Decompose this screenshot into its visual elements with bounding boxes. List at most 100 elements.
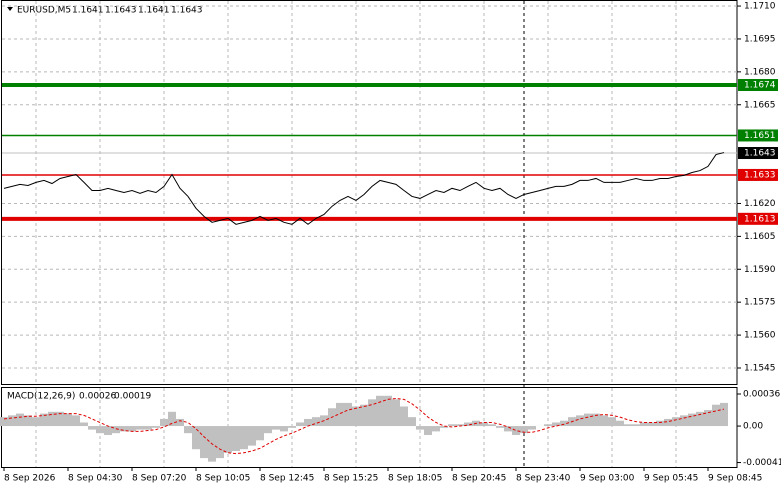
macd-bar xyxy=(184,426,192,434)
macd-bar xyxy=(720,402,728,427)
macd-bar xyxy=(232,426,240,451)
level-label-box xyxy=(738,129,778,142)
y-tick-label: 1.1560 xyxy=(744,331,776,341)
last-price-label: 1.1643 xyxy=(744,149,776,159)
macd-bar xyxy=(304,418,312,427)
macd-bar xyxy=(176,418,184,427)
x-tick-label: 8 Sep 12:45 xyxy=(260,474,314,484)
macd-value: 0.00026 xyxy=(79,392,116,402)
macd-bar xyxy=(96,426,104,434)
macd-panel xyxy=(1,387,738,468)
y-tick-label: -0.00041 xyxy=(743,458,781,468)
y-tick-label: 0.00 xyxy=(743,422,763,432)
level-label: 1.1633 xyxy=(744,170,776,180)
macd-bar xyxy=(424,426,432,435)
macd-bar xyxy=(288,426,296,428)
macd-bar xyxy=(352,406,360,427)
y-tick-label: 1.1680 xyxy=(744,67,776,77)
macd-bar xyxy=(192,426,200,450)
y-tick-label: 1.1695 xyxy=(744,34,776,44)
macd-bar xyxy=(400,406,408,427)
macd-bar xyxy=(488,424,496,427)
macd-bar xyxy=(136,426,144,430)
y-tick-label: 1.1575 xyxy=(744,298,776,308)
macd-bar xyxy=(344,402,352,427)
macd-bar xyxy=(560,420,568,427)
ohlc-value: 1.1641 xyxy=(72,6,104,16)
macd-bar xyxy=(696,411,704,427)
macd-bar xyxy=(608,417,616,427)
macd-bar xyxy=(128,426,136,432)
macd-bar xyxy=(664,418,672,427)
level-label: 1.1674 xyxy=(744,81,776,91)
y-tick-label: 1.1590 xyxy=(744,265,776,275)
macd-bar xyxy=(72,415,80,427)
macd-bar xyxy=(680,415,688,427)
macd-bar xyxy=(248,426,256,446)
macd-bar xyxy=(368,399,376,427)
macd-bar xyxy=(40,413,48,427)
price-line xyxy=(3,152,725,225)
macd-bar xyxy=(416,426,424,430)
price-panel xyxy=(1,0,738,385)
macd-bar xyxy=(240,426,248,450)
x-tick-label: 8 Sep 15:25 xyxy=(324,474,378,484)
macd-bar xyxy=(448,424,456,427)
macd-bar xyxy=(456,424,464,427)
macd-bar xyxy=(56,411,64,427)
macd-bar xyxy=(200,426,208,459)
x-tick-label: 9 Sep 08:45 xyxy=(708,474,762,484)
y-tick-label: 1.1605 xyxy=(744,232,776,242)
x-tick-label: 9 Sep 05:45 xyxy=(644,474,698,484)
macd-bar xyxy=(64,413,72,427)
macd-bar xyxy=(8,415,16,427)
macd-bar xyxy=(656,420,664,427)
level-label-box xyxy=(738,168,778,181)
macd-bar xyxy=(160,418,168,427)
level-label-box xyxy=(738,212,778,225)
macd-bar xyxy=(616,420,624,427)
level-label: 1.1651 xyxy=(744,131,776,141)
ohlc-value: 1.1641 xyxy=(138,6,170,16)
macd-bar xyxy=(432,426,440,432)
macd-bar xyxy=(168,411,176,427)
ohlc-value: 1.1643 xyxy=(105,6,137,16)
x-tick-label: 8 Sep 2026 xyxy=(4,474,56,484)
menu-arrow xyxy=(7,7,13,11)
macd-bar xyxy=(648,422,656,427)
macd-bar xyxy=(16,413,24,427)
last-price-box xyxy=(738,147,778,160)
macd-bar xyxy=(704,410,712,427)
x-tick-label: 8 Sep 10:05 xyxy=(196,474,250,484)
macd-bar xyxy=(256,426,264,441)
macd-bar xyxy=(264,426,272,434)
macd-bar xyxy=(504,426,512,432)
macd-bar xyxy=(624,424,632,427)
x-tick-label: 9 Sep 03:00 xyxy=(580,474,635,484)
macd-bar xyxy=(224,426,232,453)
macd-bar xyxy=(464,422,472,427)
macd-bar xyxy=(600,415,608,427)
macd-bar xyxy=(688,413,696,427)
signal-value: 0.00019 xyxy=(114,392,151,402)
macd-bar xyxy=(496,426,504,428)
level-label-box xyxy=(738,79,778,92)
x-tick-label: 8 Sep 04:30 xyxy=(68,474,123,484)
macd-bar xyxy=(152,426,160,428)
signal-line xyxy=(3,397,725,455)
macd-bar xyxy=(80,422,88,427)
macd-bar xyxy=(544,424,552,427)
y-tick-label: 1.1665 xyxy=(744,100,776,110)
macd-bar xyxy=(512,426,520,435)
y-tick-label: 1.1710 xyxy=(744,2,776,12)
macd-bar xyxy=(672,417,680,427)
macd-bar xyxy=(48,411,56,427)
macd-bar xyxy=(32,417,40,427)
x-tick-label: 8 Sep 23:40 xyxy=(516,474,571,484)
macd-bar xyxy=(24,415,32,427)
macd-bar xyxy=(584,413,592,427)
macd-bar xyxy=(712,404,720,427)
macd-bar xyxy=(640,422,648,427)
macd-bar xyxy=(520,426,528,434)
